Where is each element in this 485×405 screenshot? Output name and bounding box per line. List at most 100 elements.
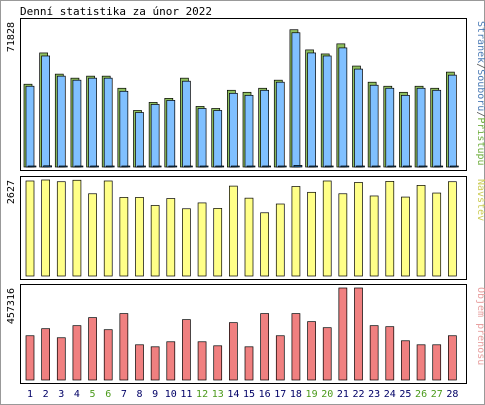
bar-bytes-0-15 xyxy=(244,346,254,381)
bar-hits-1-25 xyxy=(401,94,410,168)
chart-title: Denní statistika za únor 2022 xyxy=(20,5,212,18)
legend-entry-hits-4: Přístupů xyxy=(475,117,485,165)
bar-bytes-0-20 xyxy=(322,327,332,381)
bar-visits-0-12 xyxy=(197,202,207,277)
x-tick-label-15: 15 xyxy=(243,389,255,400)
bar-hits-1-28 xyxy=(448,74,457,168)
bar-hits-2-16 xyxy=(262,165,271,168)
bar-visits-0-19 xyxy=(307,191,316,277)
bar-hits-2-17 xyxy=(277,165,287,168)
bar-hits-2-25 xyxy=(403,165,412,168)
legend-entry-hits-0: Stránek xyxy=(475,21,485,63)
x-tick-label-14: 14 xyxy=(227,389,239,400)
x-tick-label-19: 19 xyxy=(306,389,318,400)
x-tick-label-27: 27 xyxy=(431,389,443,400)
bar-visits-0-20 xyxy=(322,180,332,277)
bar-bytes-0-7 xyxy=(119,313,129,381)
bar-hits-1-21 xyxy=(338,47,348,168)
bar-hits-1-4 xyxy=(72,79,82,168)
legend-entry-visits-0: Návštěv xyxy=(475,179,485,221)
bar-bytes-0-28 xyxy=(448,335,457,381)
bar-visits-0-15 xyxy=(244,197,254,277)
bar-hits-2-11 xyxy=(184,165,193,168)
bar-visits-0-10 xyxy=(166,198,176,277)
series-hits-2 xyxy=(27,165,459,168)
bar-hits-1-13 xyxy=(213,110,223,168)
bar-bytes-0-1 xyxy=(25,335,35,381)
bar-hits-2-2 xyxy=(43,165,52,168)
bar-bytes-0-18 xyxy=(291,313,301,381)
x-tick-label-2: 2 xyxy=(43,389,49,400)
x-tick-label-6: 6 xyxy=(105,389,111,400)
bar-visits-0-4 xyxy=(72,179,82,277)
bar-visits-0-1 xyxy=(25,180,35,277)
bar-hits-2-6 xyxy=(105,165,115,168)
bar-visits-0-22 xyxy=(354,182,363,277)
panel-legend-bytes: Objem přenosu xyxy=(475,287,485,365)
panel-bytes: 457316 Objem přenosu xyxy=(6,284,485,384)
bar-visits-0-16 xyxy=(260,212,269,277)
bar-bytes-0-4 xyxy=(72,325,82,381)
bar-hits-2-14 xyxy=(231,165,240,168)
bar-visits-0-21 xyxy=(338,193,348,277)
bar-hits-2-4 xyxy=(74,165,84,168)
bar-visits-0-27 xyxy=(432,192,442,277)
x-tick-label-18: 18 xyxy=(290,389,302,400)
panel-max-label-hits: 71828 xyxy=(6,22,17,52)
x-tick-label-9: 9 xyxy=(152,389,158,400)
bar-hits-2-23 xyxy=(371,165,381,168)
bar-hits-2-20 xyxy=(324,165,334,168)
x-tick-label-3: 3 xyxy=(58,389,64,400)
bar-hits-1-14 xyxy=(229,92,238,168)
bar-hits-2-18 xyxy=(293,165,303,168)
bar-hits-1-1 xyxy=(25,85,35,168)
x-tick-label-12: 12 xyxy=(196,389,208,400)
bar-visits-0-25 xyxy=(401,196,410,277)
bar-hits-2-24 xyxy=(387,165,397,168)
bar-hits-1-2 xyxy=(41,55,50,168)
bar-visits-0-5 xyxy=(88,193,97,277)
bar-hits-1-10 xyxy=(166,100,176,168)
bar-visits-0-7 xyxy=(119,197,129,277)
bar-hits-1-17 xyxy=(275,81,285,168)
bar-bytes-0-2 xyxy=(41,328,50,381)
bar-bytes-0-6 xyxy=(103,329,113,381)
bar-hits-1-11 xyxy=(182,80,191,168)
bar-hits-2-3 xyxy=(58,165,68,168)
bar-bytes-0-16 xyxy=(260,313,269,381)
bar-bytes-0-21 xyxy=(338,287,348,381)
bar-hits-2-1 xyxy=(27,165,37,168)
bar-hits-2-22 xyxy=(356,165,365,168)
bar-hits-1-19 xyxy=(307,52,316,168)
bar-hits-1-12 xyxy=(197,108,207,168)
bar-hits-1-5 xyxy=(88,77,97,168)
bar-bytes-0-23 xyxy=(369,325,379,381)
bar-hits-2-19 xyxy=(309,165,318,168)
x-tick-label-7: 7 xyxy=(121,389,127,400)
bar-bytes-0-3 xyxy=(56,337,66,381)
bar-bytes-0-19 xyxy=(307,321,316,381)
bar-hits-1-3 xyxy=(56,75,66,168)
bar-bytes-0-5 xyxy=(88,317,97,381)
bar-bytes-0-24 xyxy=(385,326,395,381)
panel-legend-hits: Stránek/Souborů/Přístupů xyxy=(475,21,485,166)
bar-hits-1-24 xyxy=(385,87,395,168)
panel-legend-visits: Návštěv xyxy=(475,179,485,221)
panel-max-label-bytes: 457316 xyxy=(6,288,17,324)
x-tick-label-17: 17 xyxy=(274,389,286,400)
bar-hits-1-7 xyxy=(119,90,129,168)
bar-visits-0-8 xyxy=(135,197,144,277)
bar-hits-2-27 xyxy=(434,165,444,168)
bar-hits-2-21 xyxy=(340,165,350,168)
x-axis-day-labels: 1 2 3 4 5 6 7 8 9 10 11 12 13 14 15 16 17 18 19 20 21 22 23 24 2… xyxy=(27,389,458,400)
bar-bytes-0-13 xyxy=(213,345,223,381)
bar-bytes-0-12 xyxy=(197,341,207,381)
x-tick-label-26: 26 xyxy=(415,389,427,400)
bar-visits-0-18 xyxy=(291,186,301,277)
bar-bytes-0-27 xyxy=(432,344,442,381)
bar-bytes-0-10 xyxy=(166,341,176,381)
bar-hits-1-23 xyxy=(369,84,379,168)
panel-visits: 2627 Návštěv xyxy=(6,176,485,280)
bar-bytes-0-14 xyxy=(229,322,238,381)
